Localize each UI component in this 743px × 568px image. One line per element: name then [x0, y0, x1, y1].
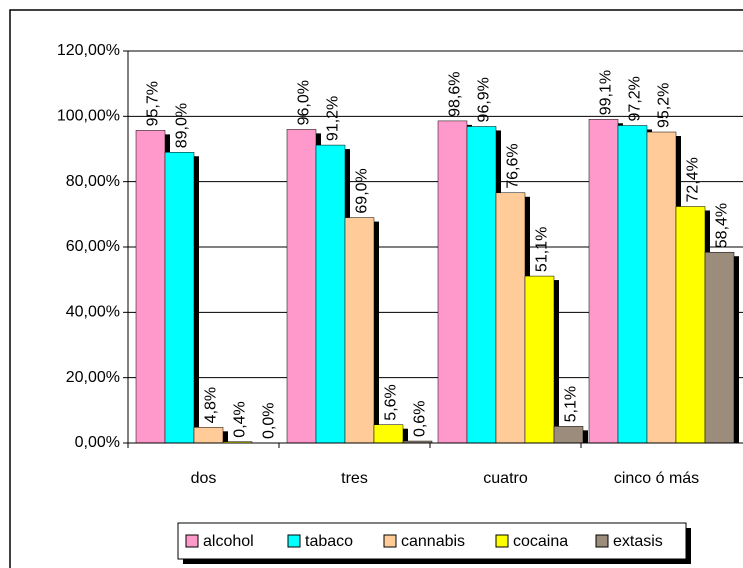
bar [437, 120, 468, 444]
data-label: 76,6% [505, 143, 522, 188]
data-label: 0,4% [232, 401, 249, 437]
bar [495, 192, 526, 444]
bar [588, 119, 619, 444]
data-label: 58,4% [714, 203, 731, 248]
data-label: 5,6% [383, 384, 400, 420]
legend-swatch [595, 534, 609, 548]
x-tick-label: cinco ó más [614, 470, 699, 487]
data-label: 69,0% [354, 168, 371, 213]
y-tick-label: 120,00% [57, 42, 120, 59]
y-tick-label: 40,00% [66, 304, 120, 321]
x-tick-label: tres [341, 470, 368, 487]
data-label: 51,1% [534, 227, 551, 272]
bar [675, 206, 706, 444]
data-label: 72,4% [685, 157, 702, 202]
legend-swatch [185, 534, 199, 548]
y-tick-label: 60,00% [66, 238, 120, 255]
y-tick-label: 20,00% [66, 369, 120, 386]
data-label: 0,0% [261, 403, 278, 439]
data-label: 96,0% [296, 80, 313, 125]
legend-label: alcohol [203, 533, 254, 550]
bar [373, 424, 404, 444]
x-tick-label: cuatro [483, 470, 528, 487]
data-label: 95,2% [656, 83, 673, 128]
data-label: 0,6% [412, 401, 429, 437]
data-label: 97,2% [627, 76, 644, 121]
bar [193, 427, 224, 444]
legend-swatch [287, 534, 301, 548]
data-label: 5,1% [563, 386, 580, 422]
bar [286, 129, 317, 444]
bar [164, 152, 195, 444]
bar [704, 251, 735, 444]
data-label: 98,6% [447, 72, 464, 117]
bar [135, 130, 166, 444]
legend-label: cannabis [401, 533, 465, 550]
data-label: 89,0% [174, 103, 191, 148]
bar [466, 126, 497, 444]
bar [344, 217, 375, 444]
legend-swatch [495, 534, 509, 548]
data-label: 96,9% [476, 77, 493, 122]
bar [524, 275, 555, 444]
data-label: 99,1% [598, 70, 615, 115]
legend-swatch [383, 534, 397, 548]
bar [553, 426, 584, 444]
legend-label: cocaina [513, 533, 568, 550]
y-tick-label: 80,00% [66, 173, 120, 190]
legend-label: extasis [613, 533, 663, 550]
bar [617, 125, 648, 444]
legend-label: tabaco [305, 533, 353, 550]
data-label: 95,7% [145, 81, 162, 126]
bar [315, 144, 346, 444]
data-label: 91,2% [325, 96, 342, 141]
data-label: 4,8% [203, 387, 220, 423]
x-tick-label: dos [191, 470, 217, 487]
bar [646, 131, 677, 444]
y-tick-label: 100,00% [57, 108, 120, 125]
y-tick-label: 0,00% [75, 434, 120, 451]
